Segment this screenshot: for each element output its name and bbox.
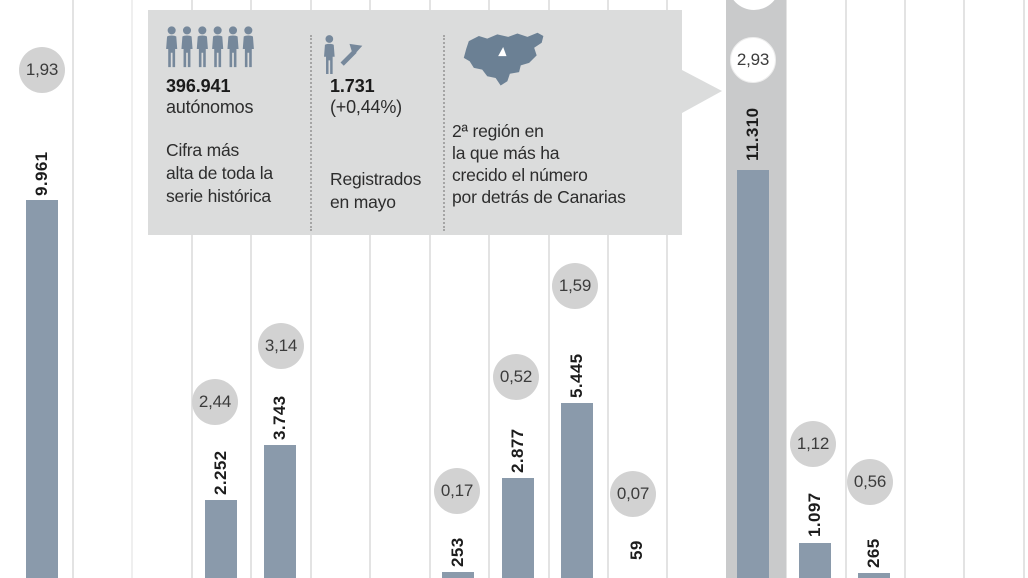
stat-autonomos-desc: Cifra más alta de toda la serie históric… xyxy=(166,140,273,206)
bar-value-label: 5.445 xyxy=(567,353,586,398)
bar-highlighted xyxy=(737,170,769,578)
dotted-separator xyxy=(310,35,312,231)
bar xyxy=(502,478,534,578)
stat-registered-delta: (+0,44%) xyxy=(330,97,402,117)
gridline xyxy=(369,0,371,578)
stat-registered: 1.731 (+0,44%) Registrados en mayo xyxy=(330,76,421,214)
bar xyxy=(264,445,296,578)
spain-map-icon xyxy=(463,32,544,86)
gridline xyxy=(845,0,847,578)
bar-value-label: 265 xyxy=(864,538,883,568)
gridline xyxy=(250,0,252,578)
bar-value-label: 11.310 xyxy=(743,107,762,161)
bar xyxy=(442,572,474,578)
stat-registered-value: 1.731 xyxy=(330,76,375,96)
gridline xyxy=(607,0,609,578)
bar xyxy=(205,500,237,578)
bar-value-label: 2.252 xyxy=(211,450,230,495)
growth-percent-badge: 0,17 xyxy=(434,468,480,514)
gridline xyxy=(191,0,193,578)
bar-value-label: 9.961 xyxy=(32,151,51,196)
person-growth-arrow-icon xyxy=(324,35,363,74)
gridline xyxy=(72,0,74,578)
stat-autonomos-value: 396.941 xyxy=(166,76,231,96)
gridline xyxy=(1023,0,1025,578)
stat-registered-desc: Registrados en mayo xyxy=(330,169,422,212)
growth-percent-badge: 2,44 xyxy=(192,379,238,425)
bar-value-label: 2.877 xyxy=(508,428,527,473)
bar-value-label: 3.743 xyxy=(270,395,289,440)
growth-percent-badge: 0,07 xyxy=(610,471,656,517)
madrid-marker xyxy=(498,46,507,57)
people-group-icon xyxy=(166,26,254,68)
growth-percent-badge: 3,14 xyxy=(258,323,304,369)
bar-value-label: 253 xyxy=(448,537,467,567)
gridline xyxy=(785,0,787,578)
stat-autonomos-unit: autónomos xyxy=(166,97,254,117)
bar xyxy=(26,200,58,578)
growth-percent-badge: 1,12 xyxy=(790,421,836,467)
growth-percent-badge: 2,93 xyxy=(730,37,776,83)
cropped-bubble-top xyxy=(728,0,780,10)
gridline xyxy=(310,0,312,578)
bar-value-label: 1.097 xyxy=(805,492,824,537)
gridline xyxy=(963,0,965,578)
stat-region-desc: 2ª región en la que más ha crecido el nú… xyxy=(452,121,626,207)
dotted-separator xyxy=(443,35,445,231)
gridline xyxy=(548,0,550,578)
gridline xyxy=(488,0,490,578)
bar xyxy=(561,403,593,578)
bar xyxy=(799,543,831,578)
gridline xyxy=(131,0,133,578)
growth-percent-badge: 0,52 xyxy=(493,354,539,400)
bar-value-label: 59 xyxy=(627,540,646,560)
growth-percent-badge: 1,93 xyxy=(19,47,65,93)
bar xyxy=(858,573,890,578)
gridline xyxy=(904,0,906,578)
stat-region-rank: 2ª región en la que más ha crecido el nú… xyxy=(452,120,626,208)
gridline xyxy=(429,0,431,578)
stat-autonomos: 396.941 autónomos Cifra más alta de toda… xyxy=(166,76,273,208)
infobox-tail-pointer xyxy=(682,70,722,113)
growth-percent-badge: 0,56 xyxy=(847,459,893,505)
growth-percent-badge: 1,59 xyxy=(552,263,598,309)
gridline xyxy=(666,0,668,578)
